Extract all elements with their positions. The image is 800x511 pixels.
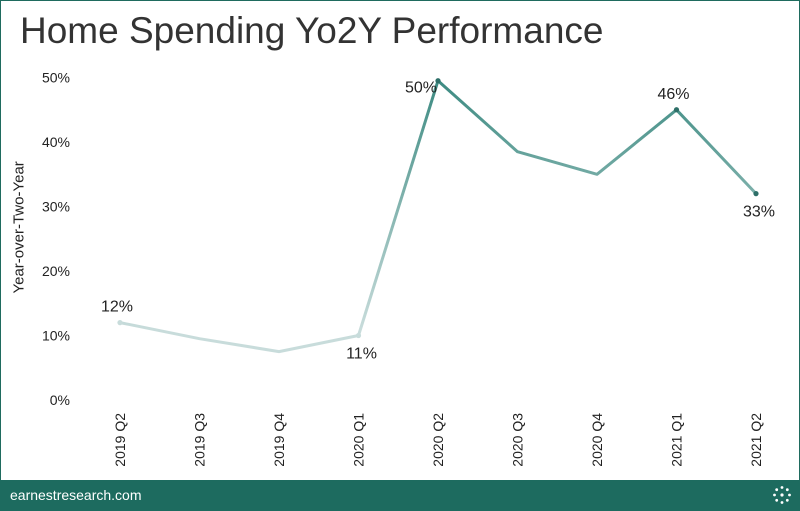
data-label: 33% <box>743 204 775 221</box>
x-tick-label: 2021 Q1 <box>669 413 685 467</box>
chart-title: Home Spending Yo2Y Performance <box>20 10 604 51</box>
line-chart: 0% 10% 20% 30% 40% 50% 2019 Q2 2019 Q3 2019 Q4 2… <box>42 70 775 467</box>
y-tick-label: 30% <box>42 199 70 215</box>
data-label: 46% <box>657 86 689 103</box>
data-point <box>753 191 759 197</box>
data-label: 50% <box>405 80 437 97</box>
footer-bar: earnestresearch.com <box>0 480 800 511</box>
data-label: 12% <box>101 299 133 316</box>
x-tick-label: 2020 Q4 <box>589 413 605 467</box>
data-label: 11% <box>346 346 377 363</box>
y-tick-label: 40% <box>42 134 70 150</box>
x-tick-label: 2020 Q2 <box>430 413 446 467</box>
x-tick-label: 2020 Q3 <box>510 413 526 467</box>
y-tick-label: 0% <box>50 392 70 408</box>
series-line-home-spending <box>118 79 758 354</box>
data-point <box>117 320 123 326</box>
x-tick-label: 2021 Q2 <box>748 413 764 467</box>
data-point <box>355 332 362 339</box>
x-tick-label: 2019 Q4 <box>271 413 287 467</box>
footer-source: earnestresearch.com <box>10 487 142 503</box>
earnest-logo-icon <box>773 486 791 504</box>
x-tick-label: 2020 Q1 <box>351 413 367 467</box>
y-tick-label: 10% <box>42 328 70 344</box>
y-tick-label: 20% <box>42 263 70 279</box>
data-point <box>673 107 680 113</box>
data-point <box>435 78 441 84</box>
y-tick-label: 50% <box>42 70 70 86</box>
x-tick-label: 2019 Q3 <box>192 413 208 467</box>
x-tick-label: 2019 Q2 <box>112 413 128 467</box>
